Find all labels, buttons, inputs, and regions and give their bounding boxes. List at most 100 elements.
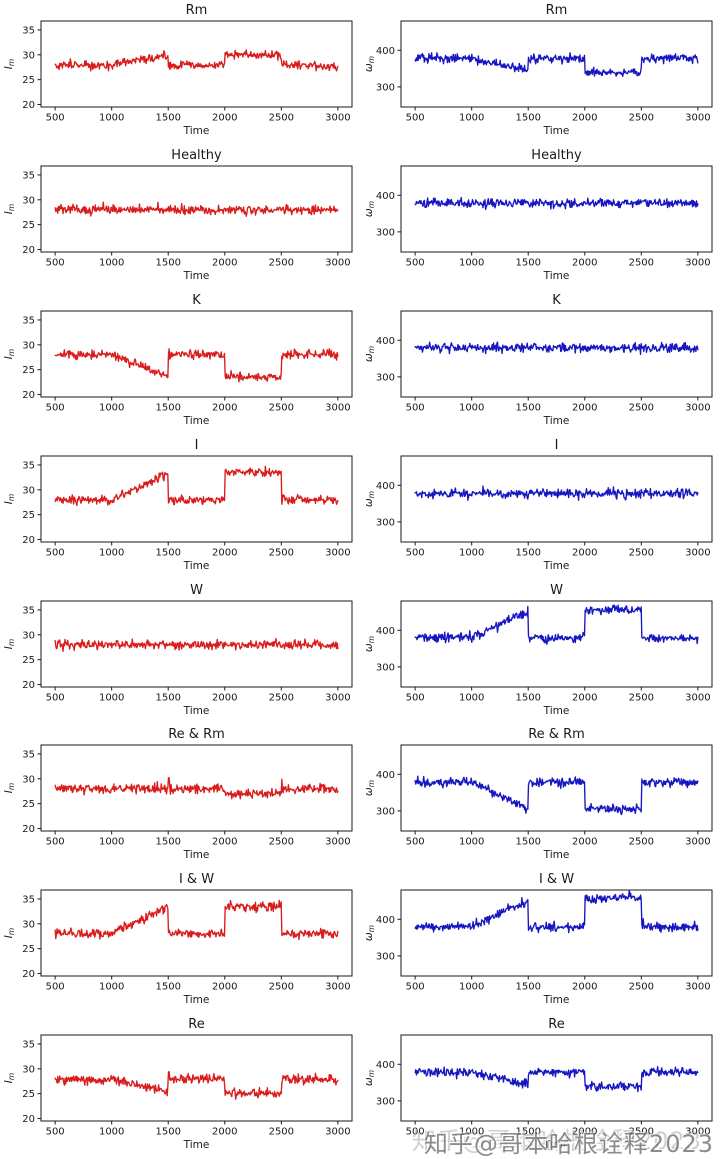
plot-border bbox=[400, 600, 713, 687]
plot-border bbox=[40, 20, 353, 108]
svg-text:3000: 3000 bbox=[325, 982, 350, 993]
x-axis-ticks: 500 1000 1500 2000 2500 3000 bbox=[406, 541, 711, 558]
svg-text:1000: 1000 bbox=[459, 113, 484, 124]
svg-text:1500: 1500 bbox=[156, 982, 181, 993]
svg-text:2500: 2500 bbox=[629, 837, 654, 848]
subplot-rerm-left: Re & Rm 500 1000 1500 2000 2500 3000 20 25 30 35 Ti… bbox=[3, 727, 353, 861]
plot-border bbox=[40, 310, 353, 398]
svg-text:35: 35 bbox=[22, 315, 35, 326]
chart-title: Re & Rm bbox=[528, 727, 585, 742]
svg-text:400: 400 bbox=[376, 915, 395, 926]
svg-text:2500: 2500 bbox=[629, 113, 654, 124]
svg-text:35: 35 bbox=[22, 605, 35, 616]
subplot-iw-right: I & W 500 1000 1500 2000 2500 3000 300 400 Time ωm bbox=[363, 872, 713, 1006]
x-axis-ticks: 500 1000 1500 2000 2500 3000 bbox=[46, 686, 351, 703]
svg-text:2500: 2500 bbox=[269, 113, 294, 124]
chart-title: W bbox=[550, 583, 563, 598]
subplot-re-right: Re 500 1000 1500 2000 2500 3000 300 400 Time ωm bbox=[363, 1017, 713, 1151]
chart-title: I & W bbox=[539, 872, 574, 887]
x-axis-ticks: 500 1000 1500 2000 2500 3000 bbox=[46, 1121, 351, 1138]
svg-text:35: 35 bbox=[22, 460, 35, 471]
x-axis-ticks: 500 1000 1500 2000 2500 3000 bbox=[46, 541, 351, 558]
svg-text:30: 30 bbox=[22, 50, 35, 61]
chart-title: Healthy bbox=[531, 148, 582, 163]
svg-text:20: 20 bbox=[22, 969, 35, 980]
series-line bbox=[54, 347, 339, 383]
svg-text:20: 20 bbox=[22, 245, 35, 256]
svg-text:25: 25 bbox=[22, 75, 35, 86]
y-axis-label: ωm bbox=[363, 491, 376, 507]
svg-text:3000: 3000 bbox=[325, 1127, 350, 1138]
svg-text:1000: 1000 bbox=[459, 837, 484, 848]
plot-border bbox=[400, 165, 713, 253]
svg-text:2500: 2500 bbox=[629, 1127, 654, 1138]
svg-text:500: 500 bbox=[406, 257, 425, 268]
y-axis-label: ωm bbox=[363, 346, 376, 362]
svg-text:400: 400 bbox=[376, 625, 395, 636]
subplot-iw-left: I & W 500 1000 1500 2000 2500 3000 20 25 30 35 Time… bbox=[3, 872, 353, 1006]
subplot-rm-left: Rm 500 1000 1500 2000 2500 3000 20 25 30 35 Time Im bbox=[3, 3, 353, 137]
svg-text:2500: 2500 bbox=[629, 402, 654, 413]
svg-text:1500: 1500 bbox=[156, 402, 181, 413]
svg-text:400: 400 bbox=[376, 1060, 395, 1071]
svg-text:2500: 2500 bbox=[269, 982, 294, 993]
svg-text:500: 500 bbox=[46, 982, 65, 993]
chart-title: K bbox=[192, 293, 201, 308]
svg-text:3000: 3000 bbox=[685, 113, 710, 124]
svg-text:2500: 2500 bbox=[629, 982, 654, 993]
svg-text:3000: 3000 bbox=[685, 837, 710, 848]
svg-text:500: 500 bbox=[406, 692, 425, 703]
svg-text:300: 300 bbox=[376, 662, 395, 673]
subplot-w-right: W 500 1000 1500 2000 2500 3000 300 400 Time ωm bbox=[363, 583, 713, 717]
svg-text:500: 500 bbox=[46, 1127, 65, 1138]
y-axis-label: Im bbox=[3, 493, 16, 503]
svg-text:1500: 1500 bbox=[156, 837, 181, 848]
x-axis-ticks: 500 1000 1500 2000 2500 3000 bbox=[46, 831, 351, 848]
svg-text:500: 500 bbox=[46, 837, 65, 848]
svg-text:1000: 1000 bbox=[459, 692, 484, 703]
subplot-rerm-right: Re & Rm 500 1000 1500 2000 2500 3000 300 400 Time… bbox=[363, 727, 713, 861]
series-line bbox=[414, 196, 699, 211]
svg-text:3000: 3000 bbox=[685, 547, 710, 558]
x-axis-label: Time bbox=[183, 1139, 210, 1151]
chart-title: Re bbox=[548, 1017, 564, 1032]
y-axis-ticks: 300 400 bbox=[376, 480, 401, 528]
svg-text:1000: 1000 bbox=[99, 113, 124, 124]
svg-text:3000: 3000 bbox=[325, 837, 350, 848]
y-axis-ticks: 20 25 30 35 bbox=[22, 750, 41, 835]
svg-text:500: 500 bbox=[46, 257, 65, 268]
svg-text:35: 35 bbox=[22, 1040, 35, 1051]
svg-text:1000: 1000 bbox=[459, 257, 484, 268]
svg-text:2500: 2500 bbox=[269, 1127, 294, 1138]
svg-text:2500: 2500 bbox=[269, 402, 294, 413]
y-axis-ticks: 20 25 30 35 bbox=[22, 1040, 41, 1125]
svg-text:1000: 1000 bbox=[99, 1127, 124, 1138]
subplot-i-right: I 500 1000 1500 2000 2500 3000 300 400 Time ωm bbox=[363, 438, 713, 572]
svg-text:1500: 1500 bbox=[516, 837, 541, 848]
chart-title: I bbox=[555, 438, 559, 453]
svg-text:1500: 1500 bbox=[156, 1127, 181, 1138]
svg-text:25: 25 bbox=[22, 365, 35, 376]
svg-text:25: 25 bbox=[22, 220, 35, 231]
svg-text:3000: 3000 bbox=[685, 1127, 710, 1138]
plot-border bbox=[40, 165, 353, 253]
svg-text:2500: 2500 bbox=[629, 692, 654, 703]
svg-text:1000: 1000 bbox=[99, 257, 124, 268]
svg-text:2000: 2000 bbox=[212, 257, 237, 268]
y-axis-ticks: 300 400 bbox=[376, 336, 401, 383]
series-line bbox=[414, 485, 699, 501]
svg-text:400: 400 bbox=[376, 336, 395, 347]
x-axis-label: Time bbox=[543, 994, 570, 1006]
chart-title: W bbox=[190, 583, 203, 598]
svg-text:35: 35 bbox=[22, 895, 35, 906]
svg-text:500: 500 bbox=[406, 837, 425, 848]
svg-text:1000: 1000 bbox=[459, 1127, 484, 1138]
plot-border bbox=[40, 744, 353, 832]
series-line bbox=[54, 1071, 339, 1101]
x-axis-ticks: 500 1000 1500 2000 2500 3000 bbox=[46, 251, 351, 268]
svg-text:30: 30 bbox=[22, 1064, 35, 1075]
series-line bbox=[414, 341, 699, 355]
plot-border bbox=[40, 1034, 353, 1122]
svg-text:25: 25 bbox=[22, 655, 35, 666]
